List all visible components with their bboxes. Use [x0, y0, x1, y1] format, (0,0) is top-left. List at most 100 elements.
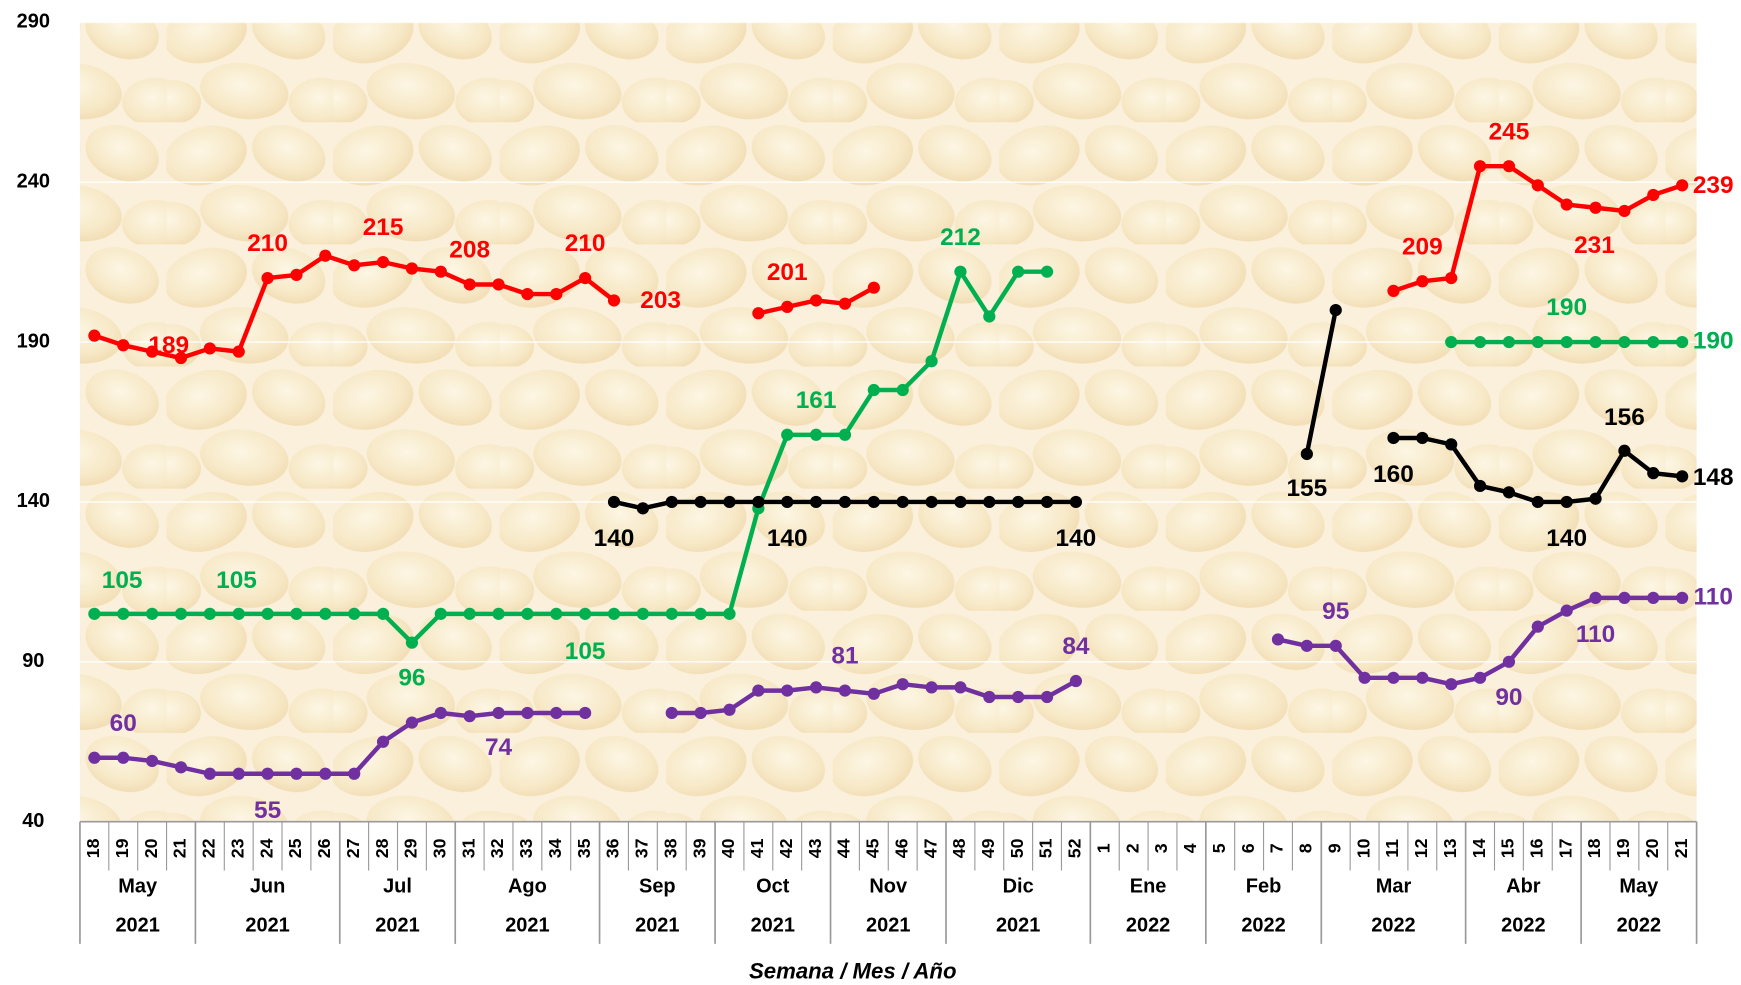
data-point [550, 706, 563, 720]
data-point [607, 495, 621, 509]
x-tick-label: 9 [1324, 843, 1344, 853]
data-point [319, 249, 332, 262]
data-point [1300, 639, 1313, 652]
data-point [290, 767, 303, 780]
data-point [1329, 639, 1342, 652]
x-tick-label: 34 [545, 838, 565, 858]
data-label: 190 [1546, 294, 1587, 321]
data-point [1271, 633, 1285, 646]
data-point [838, 428, 852, 441]
data-label: 110 [1694, 583, 1733, 610]
data-point [1676, 470, 1689, 483]
x-tick-label: 3 [1151, 843, 1171, 853]
x-tick-label: 4 [1180, 843, 1200, 853]
x-tick-label: 49 [978, 838, 998, 858]
month-label: Oct [756, 876, 790, 898]
data-point [752, 684, 765, 697]
x-tick-label: 5 [1209, 843, 1229, 853]
data-point [1560, 335, 1573, 349]
year-label: 2022 [1617, 914, 1661, 936]
data-label: 55 [254, 797, 281, 824]
data-point [636, 607, 649, 620]
data-point [376, 255, 390, 269]
month-label: Jun [250, 876, 286, 898]
data-label: 208 [449, 237, 490, 264]
x-tick-label: 43 [805, 838, 825, 858]
data-point [723, 607, 736, 620]
data-point [261, 607, 274, 620]
x-tick-label: 13 [1440, 838, 1460, 858]
data-point [694, 706, 707, 720]
data-point [1416, 671, 1429, 684]
data-point [146, 345, 159, 358]
data-point [983, 690, 996, 704]
data-label: 140 [767, 525, 808, 552]
year-label: 2021 [245, 914, 289, 936]
data-label: 160 [1373, 461, 1414, 488]
data-point [752, 495, 765, 509]
x-tick-label: 17 [1555, 838, 1575, 858]
data-point [723, 495, 736, 509]
data-point [636, 502, 649, 515]
data-point [1589, 335, 1602, 349]
data-point [665, 607, 678, 620]
x-tick-label: 20 [1642, 838, 1662, 858]
data-point [1387, 671, 1400, 684]
data-point [752, 307, 765, 320]
data-point [1473, 335, 1487, 349]
data-label: 203 [640, 287, 681, 314]
x-tick-label: 19 [112, 838, 132, 858]
data-point [290, 268, 303, 282]
x-tick-label: 25 [285, 838, 305, 858]
data-point [434, 265, 447, 278]
data-point [492, 278, 505, 291]
data-label: 161 [796, 387, 837, 414]
data-label: 209 [1402, 233, 1443, 260]
month-label: Nov [869, 876, 908, 898]
data-point [1647, 188, 1660, 202]
data-point [983, 310, 996, 323]
data-point [1300, 447, 1313, 461]
x-tick-label: 19 [1613, 838, 1633, 858]
data-label: 148 [1693, 464, 1734, 491]
year-label: 2021 [996, 914, 1040, 936]
x-tick-label: 22 [199, 838, 219, 858]
data-point [781, 300, 794, 313]
month-label: Mar [1376, 876, 1412, 898]
x-tick-label: 35 [574, 838, 594, 858]
data-point [1618, 591, 1631, 604]
data-point [1676, 591, 1689, 604]
data-point [954, 495, 967, 509]
data-point [1676, 335, 1689, 349]
data-point [1560, 198, 1573, 211]
data-point [809, 428, 823, 441]
data-label: 210 [565, 230, 606, 257]
data-label: 110 [1576, 621, 1615, 648]
data-point [1560, 604, 1573, 617]
data-label: 60 [110, 710, 137, 737]
x-tick-label: 39 [689, 838, 709, 858]
data-point [348, 607, 361, 620]
data-point [1069, 674, 1083, 688]
x-tick-label: 15 [1498, 838, 1518, 858]
data-point [1502, 486, 1516, 499]
year-label: 2022 [1371, 914, 1415, 936]
x-tick-label: 1 [1093, 843, 1113, 853]
x-tick-label: 46 [891, 838, 911, 858]
data-point [867, 687, 880, 700]
data-point [781, 428, 794, 441]
data-label: 201 [767, 259, 808, 286]
x-tick-label: 47 [920, 838, 940, 858]
series-line [1304, 309, 1338, 455]
data-label: 140 [594, 525, 635, 552]
data-point [1387, 431, 1400, 445]
x-axis-title: Semana / Mes / Año [749, 959, 957, 984]
data-point [521, 706, 534, 720]
x-tick-label: 40 [718, 838, 738, 858]
data-point [405, 262, 419, 275]
data-point [607, 607, 621, 620]
x-tick-label: 11 [1382, 839, 1402, 858]
y-tick-label: 40 [22, 810, 44, 832]
data-label: 140 [1546, 525, 1587, 552]
data-label: 231 [1574, 232, 1615, 259]
